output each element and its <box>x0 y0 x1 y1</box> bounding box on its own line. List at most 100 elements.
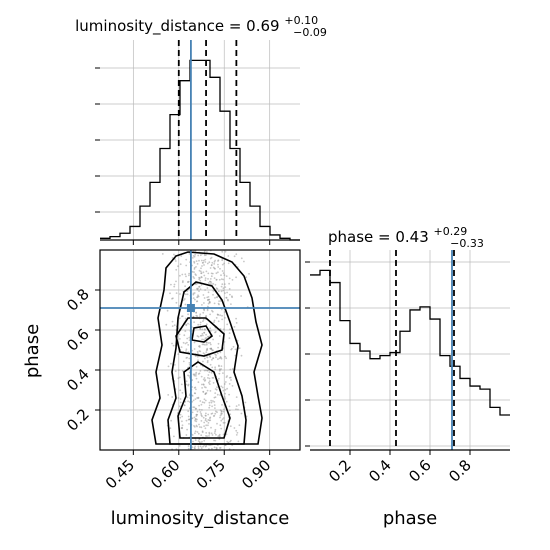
scatter-point <box>184 400 187 403</box>
scatter-point <box>208 261 211 264</box>
scatter-point <box>215 278 218 281</box>
scatter-point <box>228 337 231 339</box>
scatter-point <box>196 355 199 358</box>
scatter-point <box>199 288 202 290</box>
scatter-point <box>173 253 175 256</box>
scatter-point <box>207 302 210 305</box>
scatter-point <box>204 261 207 263</box>
scatter-point <box>228 332 231 334</box>
scatter-point <box>207 419 210 421</box>
scatter-point <box>236 431 239 434</box>
scatter-point <box>207 377 209 379</box>
scatter-point <box>196 397 199 399</box>
scatter-point <box>201 383 203 386</box>
scatter-point <box>222 410 225 413</box>
scatter-point <box>185 258 188 261</box>
scatter-point <box>218 303 220 306</box>
scatter-point <box>205 386 207 389</box>
scatter-point <box>204 258 207 261</box>
scatter-point <box>193 260 196 263</box>
scatter-point <box>235 322 238 324</box>
scatter-point <box>207 291 210 294</box>
scatter-point <box>228 376 231 379</box>
scatter-point <box>205 356 208 358</box>
scatter-point <box>180 255 183 257</box>
scatter-point <box>193 348 196 350</box>
scatter-point <box>177 397 180 399</box>
scatter-point <box>211 358 213 361</box>
scatter-point <box>197 323 200 326</box>
scatter-point <box>161 253 164 255</box>
scatter-point <box>179 274 181 277</box>
scatter-point <box>212 357 215 360</box>
scatter-point <box>231 347 233 350</box>
scatter-point <box>199 321 202 324</box>
scatter-point <box>203 264 205 266</box>
scatter-point <box>198 290 200 292</box>
scatter-point <box>216 393 219 396</box>
scatter-point <box>219 409 222 411</box>
scatter-point <box>171 320 174 323</box>
scatter-point <box>183 298 186 300</box>
scatter-point <box>224 292 226 294</box>
y-tick-label: 0.4 <box>63 365 93 395</box>
scatter-point <box>202 334 204 337</box>
scatter-point <box>206 369 209 372</box>
scatter-point <box>212 338 215 341</box>
scatter-point <box>220 357 223 360</box>
scatter-point <box>185 434 188 436</box>
scatter-point <box>206 348 209 351</box>
scatter-point <box>178 405 181 408</box>
histogram-step <box>100 59 300 241</box>
scatter-point <box>187 313 190 316</box>
scatter-point <box>213 446 216 449</box>
scatter-point <box>244 401 247 404</box>
scatter-point <box>210 348 213 350</box>
scatter-point <box>205 337 208 339</box>
contour-line <box>175 317 225 357</box>
scatter-point <box>208 406 211 409</box>
scatter-point <box>206 287 209 289</box>
scatter-point <box>181 420 183 423</box>
scatter-point <box>202 320 204 323</box>
scatter-point <box>212 289 215 292</box>
scatter-point <box>204 344 206 346</box>
scatter-point <box>199 254 202 257</box>
scatter-point <box>220 410 223 413</box>
scatter-point <box>181 415 184 418</box>
scatter-point <box>201 415 203 418</box>
scatter-point <box>196 296 199 298</box>
scatter-point <box>194 430 197 433</box>
scatter-point <box>207 422 210 424</box>
scatter-point <box>217 358 219 361</box>
scatter-point <box>202 378 205 381</box>
scatter-point <box>194 418 197 420</box>
scatter-point <box>228 288 231 290</box>
scatter-point <box>179 401 182 404</box>
scatter-point <box>225 275 228 277</box>
scatter-point <box>237 408 239 411</box>
scatter-point <box>186 428 189 431</box>
scatter-point <box>210 399 213 402</box>
scatter-point <box>221 270 224 272</box>
panel-hist-luminosity-distance: luminosity_distance = 0.69 +0.10 −0.09 <box>75 14 327 245</box>
scatter-point <box>202 352 205 354</box>
grid <box>310 250 510 450</box>
scatter-point <box>228 409 231 412</box>
scatter-point <box>231 385 234 387</box>
scatter-point <box>187 344 190 346</box>
scatter-point <box>206 251 208 253</box>
scatter-point <box>205 315 208 317</box>
scatter-point <box>175 280 177 283</box>
scatter-point <box>188 253 191 255</box>
scatter-point <box>195 388 197 391</box>
scatter-point <box>197 445 200 448</box>
scatter-point <box>206 262 209 265</box>
scatter-point <box>217 320 220 323</box>
scatter-point <box>205 333 208 336</box>
scatter-point <box>226 375 229 377</box>
scatter-point <box>183 404 186 407</box>
scatter-point <box>217 266 220 268</box>
scatter-point <box>166 309 169 312</box>
scatter-point <box>187 447 190 450</box>
